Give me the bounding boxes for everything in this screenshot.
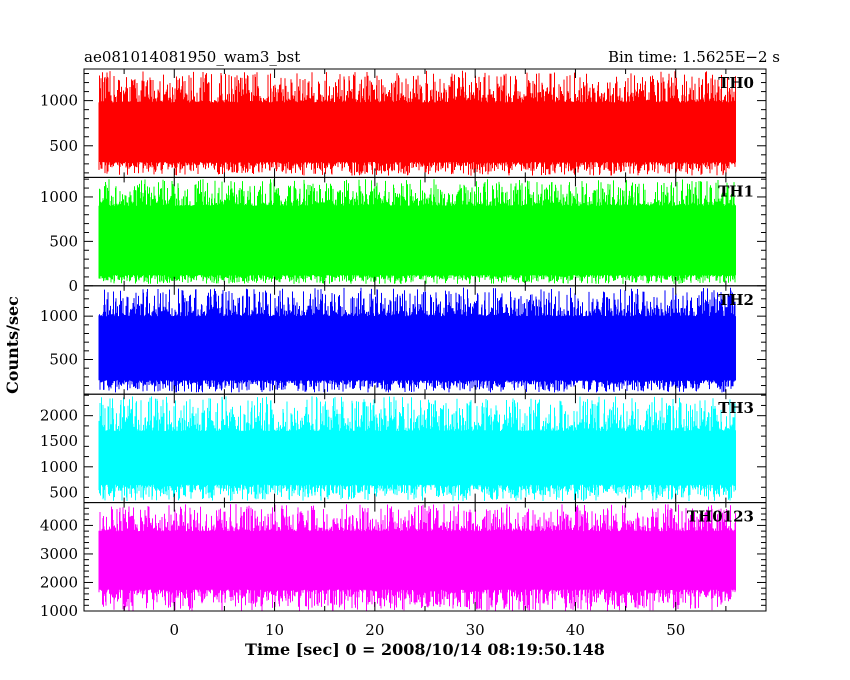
y-tick-label: 1000	[40, 188, 78, 206]
y-tick-label: 4000	[40, 516, 78, 534]
series-th0-core	[99, 109, 736, 155]
panel-th2: 500 1000 TH2	[40, 285, 767, 395]
panel-label: TH2	[718, 291, 754, 309]
panel-th0: 500 1000 TH0	[40, 68, 767, 178]
y-tick-label: 500	[49, 137, 78, 155]
x-tick-label: 50	[666, 621, 685, 639]
y-tick-label: 500	[49, 351, 78, 369]
y-tick-label: 0	[68, 277, 78, 295]
panel-th0123: 1000 2000 3000 4000 TH0123	[40, 502, 767, 620]
bin-time-label: Bin time: 1.5625E−2 s	[608, 48, 780, 66]
chart-title: ae081014081950_wam3_bst	[84, 48, 300, 66]
y-tick-label: 1000	[40, 458, 78, 476]
x-tick-label: 20	[365, 621, 384, 639]
y-tick-label: 2000	[40, 573, 78, 591]
y-tick-label: 1000	[40, 602, 78, 620]
panel-label: TH0123	[687, 508, 754, 526]
panels: 500 1000 TH0 0 500 1000 TH1 500 1000 TH2 500 1000 15…	[40, 68, 767, 620]
series-th1-core	[99, 214, 736, 267]
panel-th1: 0 500 1000 TH1	[40, 176, 767, 295]
x-tick-label: 30	[466, 621, 485, 639]
y-tick-label: 500	[49, 232, 78, 250]
x-tick-label: 40	[566, 621, 585, 639]
y-tick-label: 2000	[40, 407, 78, 425]
y-tick-label: 500	[49, 483, 78, 501]
series-th2-core	[99, 323, 736, 373]
y-tick-label: 1000	[40, 92, 78, 110]
x-tick-label: 10	[265, 621, 284, 639]
x-axis-label: Time [sec] 0 = 2008/10/14 08:19:50.148	[245, 640, 605, 659]
series-th0123-core	[99, 538, 736, 583]
y-tick-label: 1000	[40, 307, 78, 325]
y-tick-label: 3000	[40, 545, 78, 563]
panel-th3: 500 1000 1500 2000 TH3	[40, 393, 767, 504]
y-axis-label: Counts/sec	[3, 296, 22, 394]
x-axis: 0 10 20 30 40 50	[169, 621, 685, 639]
x-tick-label: 0	[169, 621, 179, 639]
y-tick-label: 1500	[40, 432, 78, 450]
panel-label: TH1	[718, 182, 754, 200]
panel-label: TH0	[718, 74, 754, 92]
series-th3-core	[99, 437, 736, 479]
panel-label: TH3	[718, 399, 754, 417]
